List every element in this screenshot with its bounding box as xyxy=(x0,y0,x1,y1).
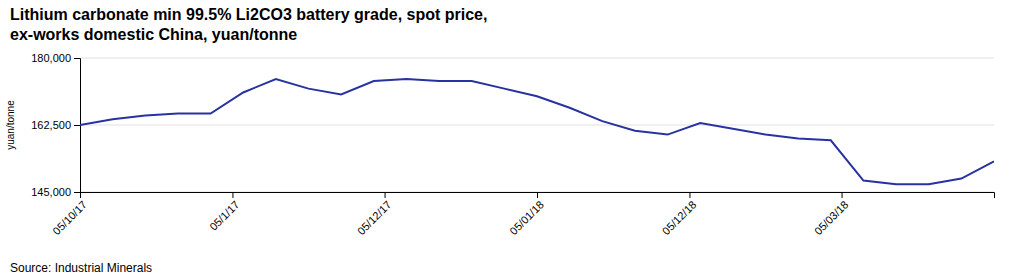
chart: Lithium carbonate min 99.5% Li2CO3 batte… xyxy=(0,0,1024,278)
y-axis-line xyxy=(74,59,81,193)
x-tick-label: 05/1/17 xyxy=(207,198,241,232)
x-tick-mark xyxy=(689,192,690,198)
x-tick-mark xyxy=(80,192,81,198)
x-tick-label: 05/03/18 xyxy=(812,198,851,237)
marks xyxy=(80,79,994,184)
x-tick: 05/03/18 xyxy=(812,192,851,237)
subtitle: ex-works domestic China, yuan/tonne xyxy=(10,26,297,43)
x-tick-mark xyxy=(232,192,233,198)
y-tick-label: 180,000 xyxy=(31,52,71,64)
x-tick-label: 05/01/18 xyxy=(507,198,546,237)
source: Source: Industrial Minerals xyxy=(10,261,152,275)
x-tick-mark xyxy=(842,192,843,198)
y-axis-title: yuan/tonne xyxy=(5,100,16,150)
x-tick: 05/10/17 xyxy=(50,192,89,237)
x-tick-label: 05/12/18 xyxy=(660,198,699,237)
price-line xyxy=(80,79,994,184)
plot-area: 145,000162,500180,00005/10/1705/1/1705/1… xyxy=(31,52,994,237)
x-axis-line xyxy=(81,193,995,199)
x-axis: 05/10/17 05/1/17 05/12/17 05/01/18 05/12/18 0… xyxy=(50,192,994,237)
x-tick-label: 05/10/17 xyxy=(50,198,89,237)
y-tick: 180,000 xyxy=(31,52,80,64)
title: Lithium carbonate min 99.5% Li2CO3 batte… xyxy=(10,6,487,23)
y-tick-label: 162,500 xyxy=(31,119,71,131)
y-tick-mark xyxy=(74,125,80,126)
y-tick-mark xyxy=(74,58,80,59)
y-axis: 145,000 162,500 180,000 xyxy=(31,52,80,198)
x-tick: 05/01/18 xyxy=(507,192,546,237)
x-tick: 05/1/17 xyxy=(207,192,241,233)
x-tick: 05/12/17 xyxy=(355,192,394,237)
y-tick-label: 145,000 xyxy=(31,186,71,198)
grid xyxy=(80,58,994,192)
grid-line xyxy=(80,58,994,59)
x-tick-mark xyxy=(537,192,538,198)
x-tick: 05/12/18 xyxy=(660,192,699,237)
y-tick: 145,000 xyxy=(31,186,80,198)
x-tick-label: 05/12/17 xyxy=(355,198,394,237)
y-tick: 162,500 xyxy=(31,119,80,131)
x-tick-mark xyxy=(385,192,386,198)
y-tick-mark xyxy=(74,192,80,193)
grid-line xyxy=(80,125,994,126)
